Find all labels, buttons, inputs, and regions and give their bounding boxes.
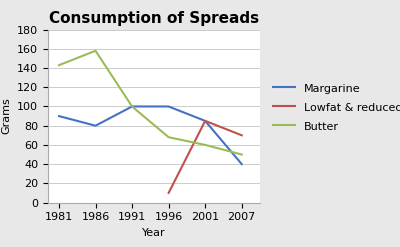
Lowfat & reduced spreads: [203, 119, 208, 122]
Legend: Margarine, Lowfat & reduced spreads, Butter: Margarine, Lowfat & reduced spreads, But…: [268, 78, 400, 137]
Margarine: [93, 124, 98, 127]
Butter: [203, 144, 208, 146]
Butter: [93, 49, 98, 52]
Margarine: [130, 105, 134, 108]
Margarine: [56, 115, 61, 118]
Y-axis label: Grams: Grams: [2, 98, 12, 134]
Margarine: [166, 105, 171, 108]
Lowfat & reduced spreads: [239, 134, 244, 137]
Line: Butter: Butter: [59, 51, 242, 155]
Butter: [130, 105, 134, 108]
Margarine: [239, 163, 244, 165]
Lowfat & reduced spreads: [166, 191, 171, 194]
Line: Margarine: Margarine: [59, 106, 242, 164]
Butter: [239, 153, 244, 156]
Margarine: [203, 119, 208, 122]
X-axis label: Year: Year: [142, 228, 166, 238]
Butter: [56, 64, 61, 67]
Butter: [166, 136, 171, 139]
Line: Lowfat & reduced spreads: Lowfat & reduced spreads: [169, 121, 242, 193]
Title: Consumption of Spreads: Consumption of Spreads: [49, 11, 259, 26]
